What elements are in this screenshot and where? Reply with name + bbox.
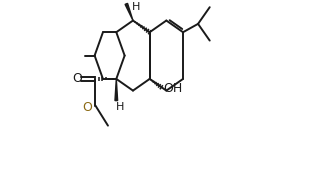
Polygon shape [115, 79, 118, 101]
Polygon shape [125, 3, 133, 21]
Text: H: H [116, 102, 125, 112]
Text: H: H [132, 2, 140, 12]
Text: OH: OH [163, 82, 182, 95]
Text: O: O [83, 101, 92, 114]
Text: O: O [73, 73, 82, 85]
